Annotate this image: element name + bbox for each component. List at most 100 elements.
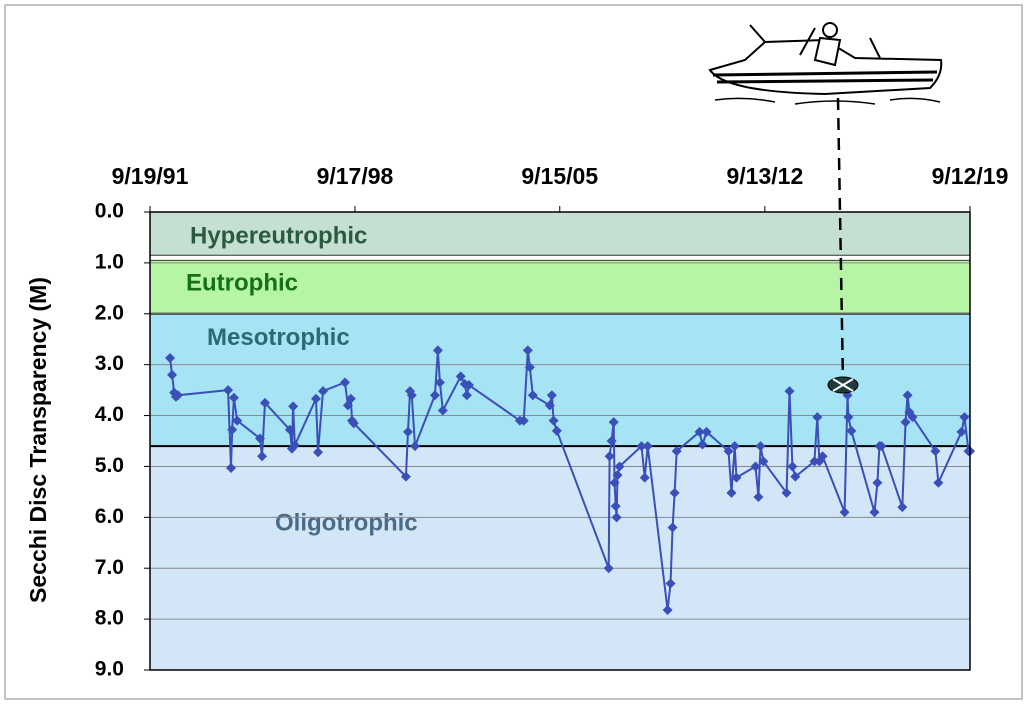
- data-point: [701, 426, 712, 437]
- data-point: [662, 604, 673, 615]
- data-point: [551, 425, 562, 436]
- secchi-disc: [827, 376, 859, 394]
- data-point: [257, 451, 268, 462]
- data-point: [437, 405, 448, 416]
- data-point: [697, 439, 708, 450]
- x-tick-label: 9/19/91: [112, 163, 189, 189]
- y-tick-label: 8.0: [95, 607, 124, 630]
- data-point: [639, 472, 650, 483]
- data-point: [787, 461, 798, 472]
- data-point: [750, 461, 761, 472]
- data-point: [546, 390, 557, 401]
- data-point: [726, 487, 737, 498]
- data-point: [518, 415, 529, 426]
- data-point: [907, 412, 918, 423]
- data-point: [339, 377, 350, 388]
- data-point: [522, 345, 533, 356]
- data-point: [259, 397, 270, 408]
- data-point: [610, 501, 621, 512]
- data-point: [843, 412, 854, 423]
- data-point: [289, 440, 300, 451]
- trophic-band: [149, 211, 971, 256]
- data-point: [284, 424, 295, 435]
- data-point: [784, 386, 795, 397]
- y-axis-label: Secchi Disc Transparency (M): [25, 277, 51, 603]
- data-point: [432, 345, 443, 356]
- data-point: [753, 491, 764, 502]
- band-label: Hypereutrophic: [190, 222, 367, 249]
- data-point: [755, 441, 766, 452]
- data-point: [172, 390, 183, 401]
- bands: Hypereutrophic Eutrophic Mesotrophic Oligot…: [149, 211, 971, 671]
- data-point: [723, 446, 734, 457]
- data-point: [729, 441, 740, 452]
- data-point: [434, 377, 445, 388]
- data-point: [614, 461, 625, 472]
- y-tick-label: 2.0: [95, 301, 124, 324]
- trophic-band: [149, 259, 971, 315]
- data-point: [228, 392, 239, 403]
- data-point: [604, 451, 615, 462]
- boat-icon: [708, 22, 943, 105]
- data-point: [313, 447, 324, 458]
- data-point: [603, 563, 614, 574]
- data-point: [669, 487, 680, 498]
- x-tick-label: 9/12/19: [932, 163, 1009, 189]
- series: [165, 345, 975, 615]
- data-point: [232, 415, 243, 426]
- band-label: Mesotrophic: [207, 324, 350, 351]
- data-point: [612, 470, 623, 481]
- data-point: [406, 390, 417, 401]
- data-point: [642, 441, 653, 452]
- data-point: [461, 390, 472, 401]
- data-point: [694, 426, 705, 437]
- data-point: [956, 426, 967, 437]
- data-point: [839, 507, 850, 518]
- data-point: [400, 471, 411, 482]
- data-point: [902, 390, 913, 401]
- data-point: [318, 386, 329, 397]
- data-point: [223, 385, 234, 396]
- data-point: [544, 400, 555, 411]
- y-tick-label: 1.0: [95, 250, 124, 273]
- data-point: [781, 487, 792, 498]
- data-point: [167, 369, 178, 380]
- data-point: [524, 362, 535, 373]
- y-tick-label: 3.0: [95, 352, 124, 375]
- data-point: [608, 417, 619, 428]
- data-point: [897, 502, 908, 513]
- x-tick-label: 9/17/98: [317, 163, 394, 189]
- data-point: [348, 418, 359, 429]
- y-tick-label: 6.0: [95, 505, 124, 528]
- data-point: [606, 436, 617, 446]
- data-point: [225, 462, 236, 473]
- data-point: [790, 471, 801, 482]
- data-point: [165, 353, 176, 364]
- data-point: [463, 380, 474, 391]
- data-point: [812, 412, 823, 423]
- data-point: [846, 425, 857, 436]
- data-point: [817, 451, 828, 462]
- data-point: [930, 446, 941, 457]
- data-point: [527, 390, 538, 401]
- data-point: [869, 507, 880, 518]
- secchi-line: [836, 97, 845, 384]
- y-tick-label: 5.0: [95, 454, 124, 477]
- data-point: [288, 401, 299, 412]
- plot-border: [149, 211, 971, 671]
- data-point: [959, 412, 970, 423]
- data-point: [548, 415, 559, 426]
- data-point: [310, 393, 321, 404]
- axes: 0.0 1.0 2.0 3.0 4.0 5.0 6.0 7.0 8.0 9.0 9/19/91 9/1…: [95, 163, 1009, 680]
- data-point: [671, 446, 682, 457]
- data-point: [227, 424, 238, 435]
- x-tick-label: 9/15/05: [521, 163, 598, 189]
- x-tick-label: 9/13/12: [727, 163, 804, 189]
- data-point: [429, 390, 440, 401]
- data-point: [345, 393, 356, 404]
- band-label: Oligotrophic: [275, 509, 418, 536]
- data-point: [667, 522, 678, 533]
- y-tick-label: 4.0: [95, 403, 124, 426]
- band-label: Eutrophic: [186, 270, 298, 297]
